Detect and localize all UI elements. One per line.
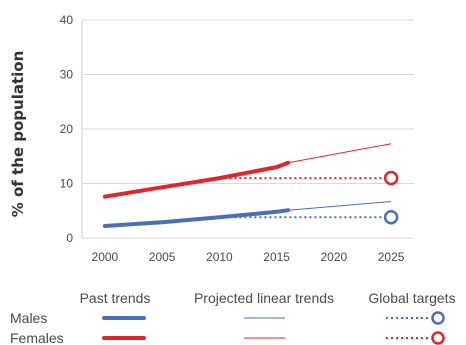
gridlines — [81, 19, 414, 239]
y-tick-label-10: 10 — [60, 177, 74, 191]
y-axis-ticks: 0 10 20 30 40 — [60, 13, 74, 245]
y-tick-label-40: 40 — [60, 13, 74, 27]
females-projected-trend-line — [288, 143, 392, 164]
females-global-target-marker — [383, 170, 399, 186]
x-axis-ticks: 2000 2005 2010 2015 2020 2025 — [92, 250, 405, 264]
x-tick-label-2000: 2000 — [92, 250, 119, 264]
legend-label-males: Males — [10, 310, 47, 326]
males-projected-trend-line — [288, 201, 392, 211]
y-tick-label-30: 30 — [60, 68, 74, 82]
males-global-target-marker — [383, 210, 399, 225]
x-tick-label-2015: 2015 — [263, 250, 290, 264]
x-tick-label-2020: 2020 — [321, 250, 348, 264]
y-tick-label-0: 0 — [66, 231, 73, 245]
x-tick-label-2025: 2025 — [378, 250, 405, 264]
y-tick-label-20: 20 — [60, 122, 74, 136]
y-axis-label: % of the population — [9, 51, 27, 218]
legend-column-projected-linear-trends: Projected linear trends — [194, 290, 334, 306]
females-past-trend-line — [102, 160, 291, 199]
series-lines — [102, 143, 399, 228]
males-past-trend-line — [102, 208, 291, 228]
x-tick-label-2010: 2010 — [206, 250, 233, 264]
legend-column-past-trends: Past trends — [80, 290, 151, 306]
legend: Past trends Projected linear trends Global… — [10, 290, 456, 345]
legend-target-marker-males — [431, 311, 445, 325]
x-tick-label-2005: 2005 — [149, 250, 176, 264]
legend-column-global-targets: Global targets — [368, 290, 455, 306]
legend-target-marker-females — [431, 331, 445, 345]
legend-label-females: Females — [10, 330, 64, 345]
